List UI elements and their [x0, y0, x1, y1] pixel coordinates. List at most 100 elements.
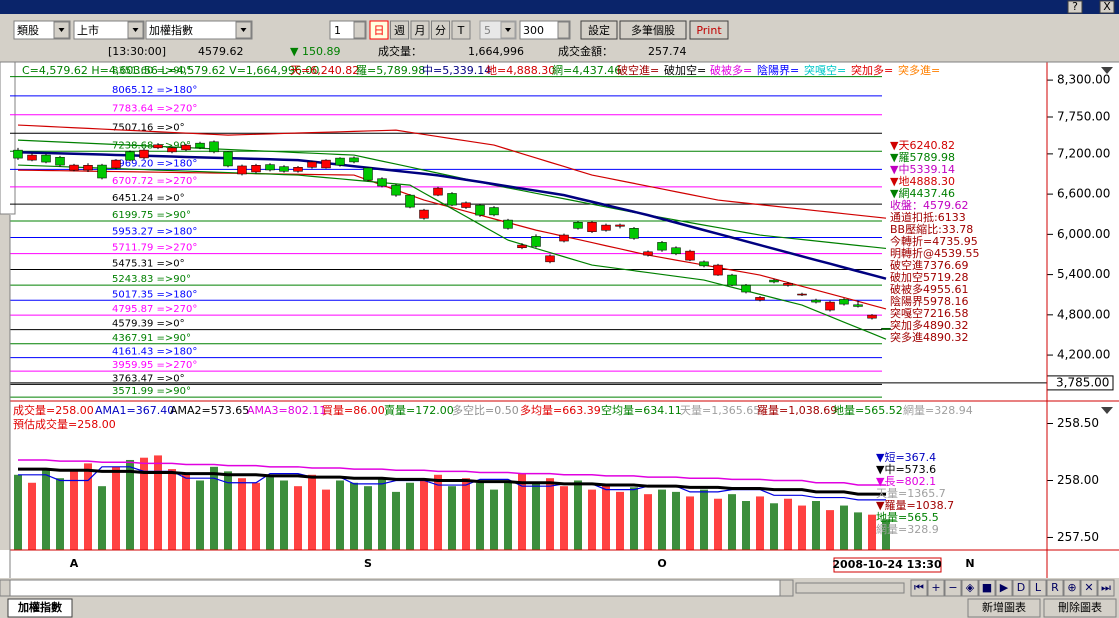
nav-button-label: +	[931, 581, 940, 594]
nav-button[interactable]	[995, 579, 1013, 597]
volume-bar	[798, 505, 806, 550]
nav-button[interactable]	[1063, 579, 1081, 597]
scroll-left[interactable]	[0, 579, 11, 597]
period-button[interactable]	[431, 20, 450, 40]
band-legend: 中=5,339.14	[422, 64, 491, 77]
price-annotation: 破空進7376.69	[890, 258, 969, 272]
candle-body	[475, 204, 485, 216]
nav-button[interactable]	[1097, 579, 1115, 597]
help-button[interactable]	[1067, 0, 1083, 14]
volume-bar	[686, 496, 694, 550]
action-button[interactable]	[967, 598, 1041, 618]
bars-value: 300	[523, 24, 544, 37]
candle-body	[279, 166, 289, 172]
chart-tab-label: 加權指數	[17, 600, 62, 614]
action-button[interactable]	[1043, 598, 1117, 618]
candle-body	[727, 274, 737, 286]
period-button[interactable]	[390, 20, 409, 40]
price-annotation: ▼網4437.46	[890, 186, 955, 200]
action-button-label: 新增圖表	[982, 600, 1026, 614]
zoom-slider[interactable]	[795, 582, 905, 594]
level-label: 8351.60 =>90°	[112, 66, 191, 77]
band-legend: 地=4,888.30	[486, 64, 555, 77]
signal-legend: 突嘎空=	[804, 63, 846, 77]
nav-button[interactable]	[1029, 579, 1047, 597]
toolbar-button[interactable]	[580, 20, 618, 40]
candle-body	[559, 234, 569, 242]
candle-body	[853, 304, 863, 307]
candle-body	[139, 149, 149, 159]
volume-bar	[364, 486, 372, 550]
volume-bar	[518, 473, 526, 550]
x-tick-label: O	[657, 557, 666, 570]
nav-button[interactable]	[961, 579, 979, 597]
volume-bar	[154, 455, 162, 550]
volume-bar	[140, 457, 148, 550]
nav-button[interactable]	[944, 579, 962, 597]
nav-button-label: ⊕	[1067, 581, 1076, 594]
candle-body	[867, 314, 877, 319]
candle-body	[629, 228, 639, 239]
candle-body	[209, 141, 219, 153]
period-button[interactable]	[451, 20, 471, 40]
y-tick-label: 4,200.00	[1057, 348, 1110, 362]
volume-bar	[420, 480, 428, 550]
signal-legend: 陰陽界=	[757, 63, 799, 77]
level-label: 3763.47 =>0°	[112, 373, 185, 384]
band-legend: 天=6,240.82	[290, 64, 359, 77]
nav-button[interactable]	[1046, 579, 1064, 597]
dropdown[interactable]	[73, 20, 145, 40]
nav-button[interactable]	[978, 579, 996, 597]
y-tick-label: 7,200.00	[1057, 146, 1110, 160]
quote-time: [13:30:00]	[108, 45, 166, 58]
period-label: 日	[374, 24, 385, 37]
volume-bar	[854, 512, 862, 550]
volume-bar	[322, 489, 330, 550]
price-annotation: 突加多4890.32	[890, 318, 969, 332]
dropdown[interactable]	[145, 20, 253, 40]
scroll-right[interactable]	[779, 579, 794, 597]
price-annotation: ▼羅5789.98	[890, 151, 955, 164]
chart-tab[interactable]	[7, 598, 73, 618]
toolbar-button[interactable]	[689, 20, 729, 40]
nav-button[interactable]	[1012, 579, 1030, 597]
volume-bar	[714, 498, 722, 550]
scroll-track[interactable]	[9, 579, 781, 597]
nav-button-label: R	[1051, 581, 1059, 594]
y-tick-label: 5,400.00	[1057, 267, 1110, 281]
volume-bar	[182, 474, 190, 550]
nav-button-label: L	[1035, 581, 1042, 594]
volume-annotation: ▼短=367.4	[876, 450, 936, 464]
dropdown-arrow	[58, 28, 65, 32]
candle-body	[797, 293, 807, 296]
volume-annotation: ▼羅量=1038.7	[876, 499, 954, 512]
period-button[interactable]	[410, 20, 430, 40]
period-label: 週	[394, 24, 405, 37]
nav-button[interactable]	[1080, 579, 1098, 597]
volume-bar	[616, 491, 624, 550]
nav-button[interactable]	[927, 579, 945, 597]
volume-indicator: 賣量=172.00	[384, 403, 454, 417]
panel-menu-arrow	[1101, 407, 1113, 414]
volume-bar	[672, 491, 680, 550]
close-button[interactable]	[1099, 0, 1115, 14]
candle-body	[447, 193, 457, 206]
toolbar-button[interactable]	[619, 20, 687, 40]
dropdown-value: 加權指數	[149, 23, 193, 37]
candle-body	[489, 207, 499, 216]
volume-bar	[266, 477, 274, 550]
date-box	[833, 557, 942, 573]
volume-bar	[434, 474, 442, 550]
volume-bar	[476, 482, 484, 550]
volume-bar	[560, 486, 568, 550]
volume-bar	[504, 480, 512, 550]
level-label: 5953.27 =>180°	[112, 226, 197, 237]
period-button[interactable]	[369, 20, 389, 40]
candle-body	[223, 151, 233, 167]
volume-bar	[196, 480, 204, 550]
interval-value: 5	[484, 24, 491, 37]
volume-bar	[280, 480, 288, 550]
nav-button[interactable]	[910, 579, 928, 597]
volume-bar	[56, 478, 64, 550]
volume-bar	[882, 519, 890, 550]
